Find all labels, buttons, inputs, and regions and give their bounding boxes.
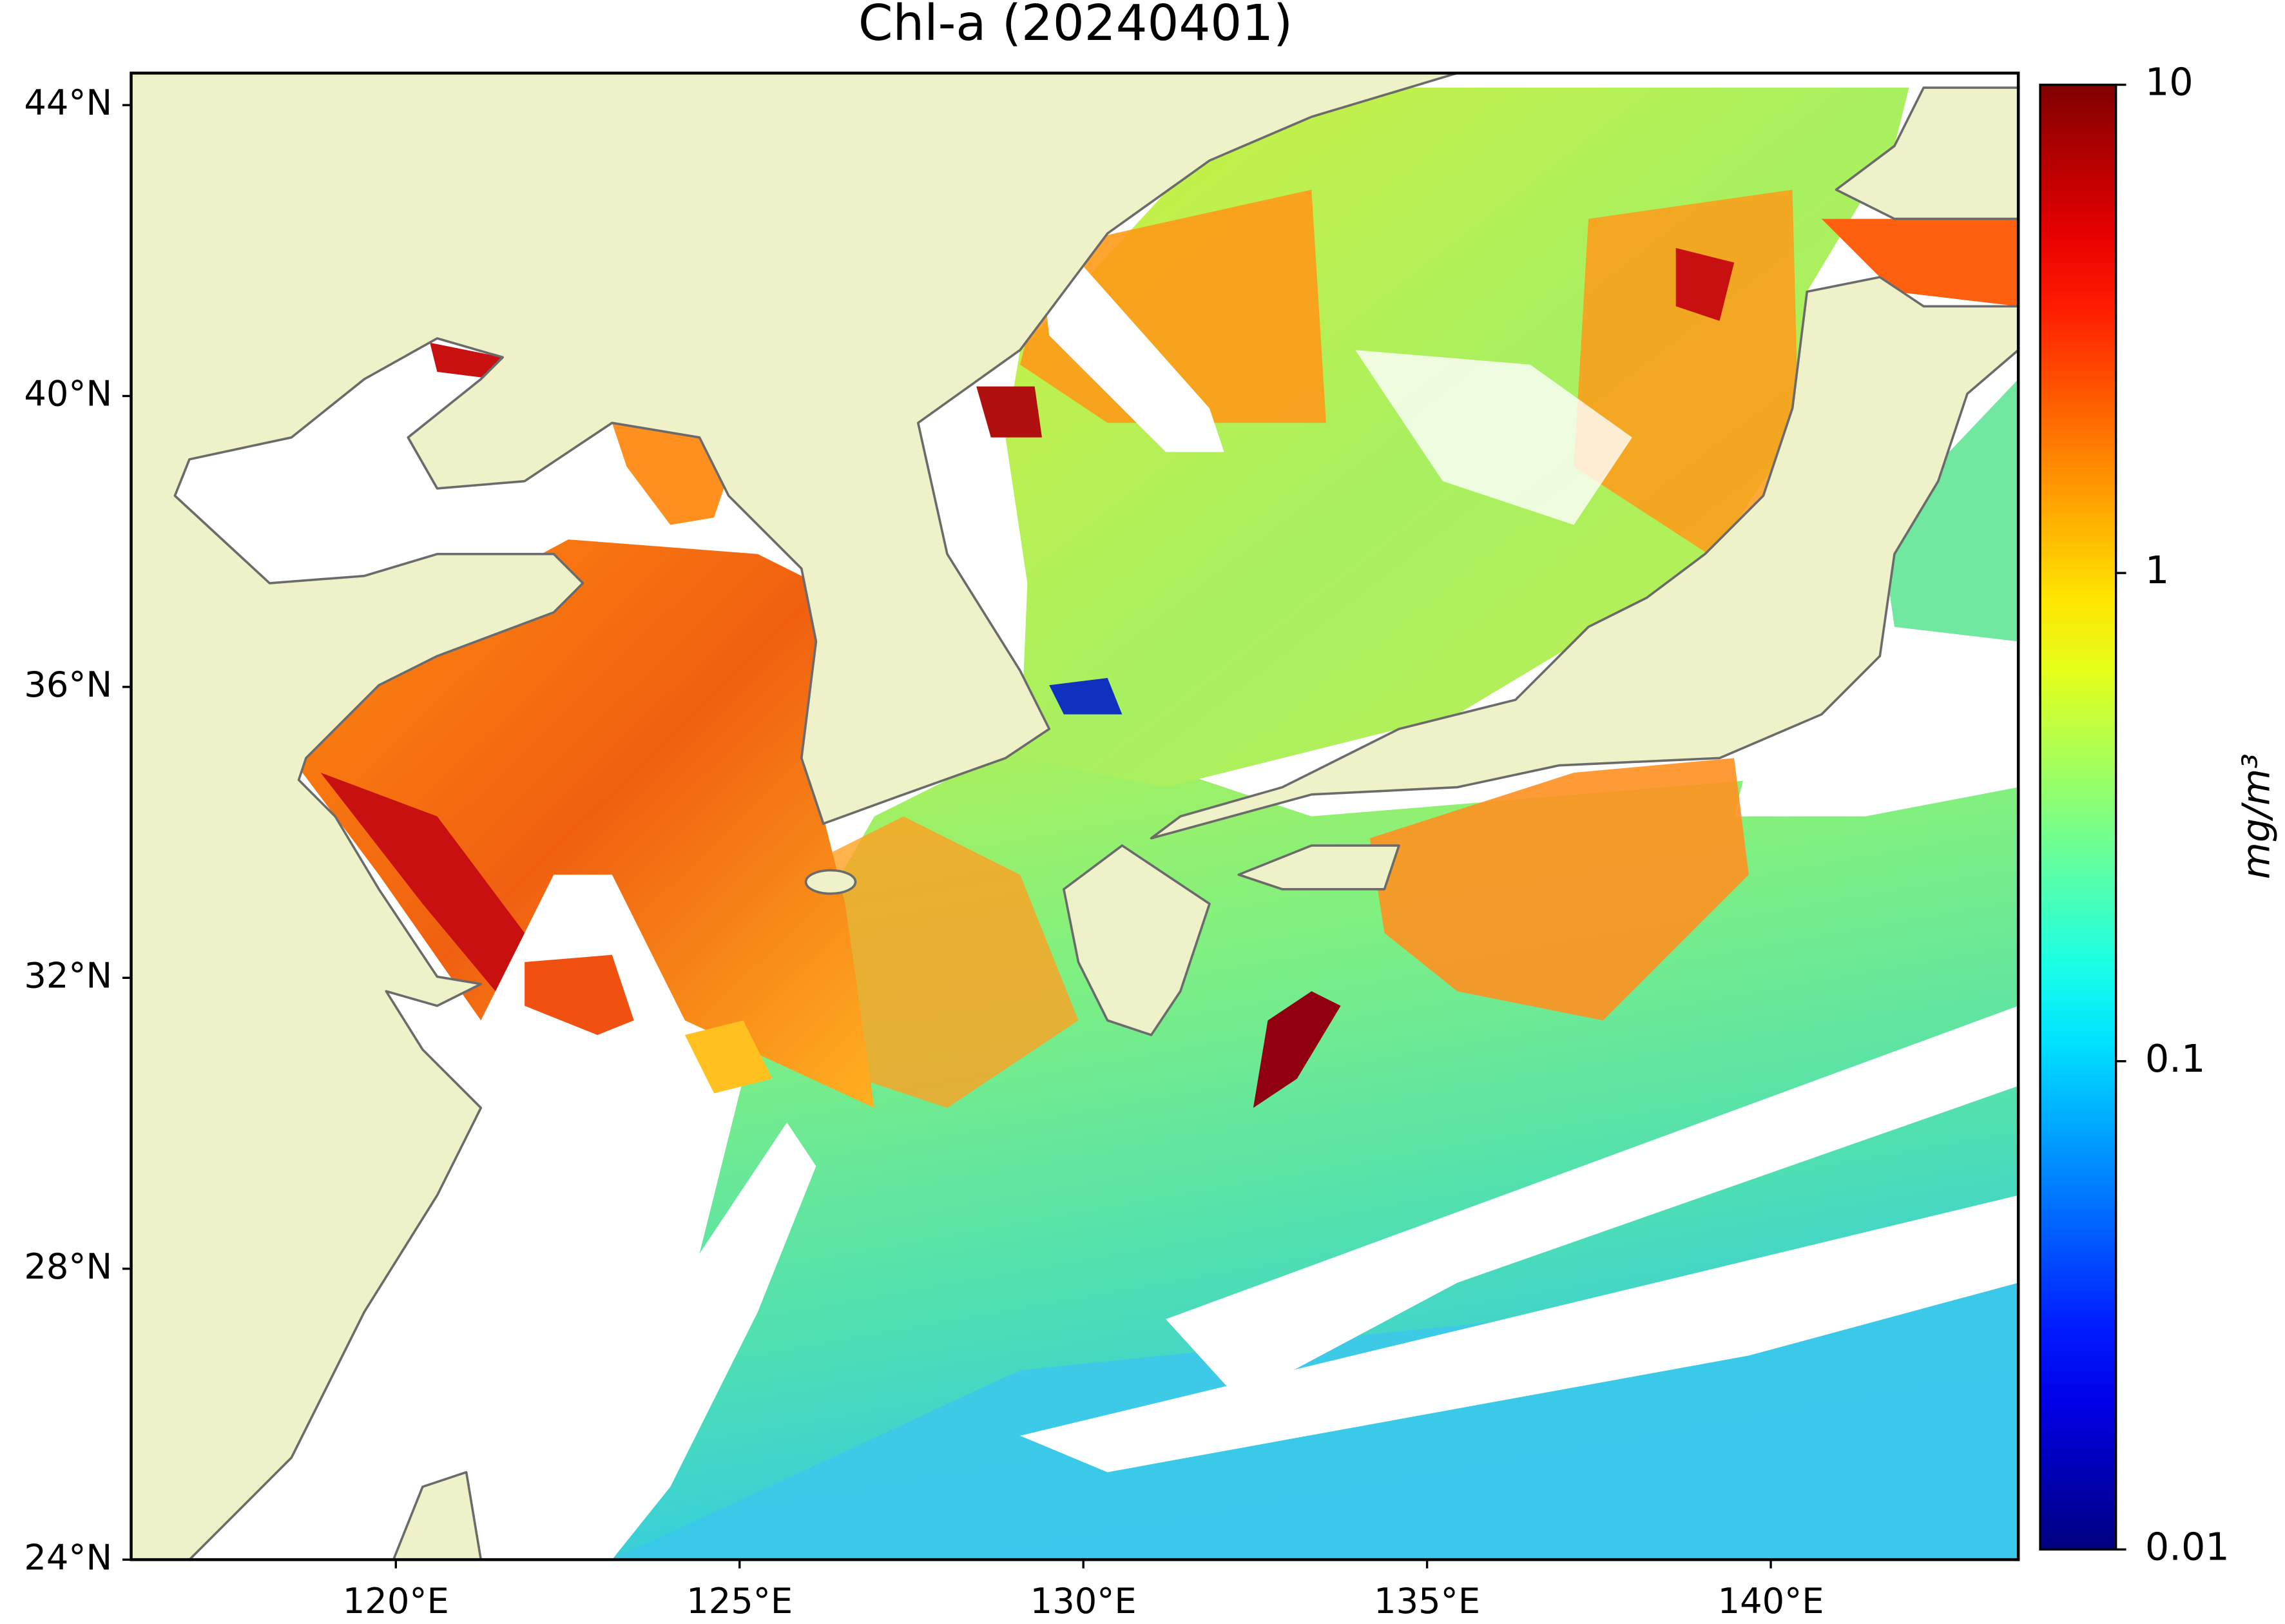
colorbar-tick-label: 0.01 — [2145, 1524, 2230, 1569]
ocean-chl-high — [1253, 991, 1341, 1108]
land-taiwan — [392, 1471, 483, 1560]
colorbar-tick-label: 0.1 — [2145, 1036, 2205, 1081]
land-shikoku — [1237, 844, 1400, 891]
y-tick-label: 44°N — [24, 82, 112, 123]
x-tick-label: 120°E — [343, 1581, 449, 1621]
map-title: Chl-a (20240401) — [858, 0, 1293, 52]
cloud — [1034, 211, 1224, 452]
y-tick-label: 24°N — [24, 1537, 112, 1578]
cloud — [1020, 1195, 2019, 1473]
map-frame — [130, 72, 2020, 1561]
x-tick-label: 135°E — [1374, 1581, 1480, 1621]
y-tick-label: 40°N — [24, 374, 112, 414]
colorbar — [2039, 83, 2117, 1551]
land-kyushu — [1063, 844, 1211, 1036]
y-tick-label: 36°N — [24, 664, 112, 705]
ocean-chl — [1880, 379, 2019, 642]
colorbar-tick-label: 1 — [2145, 548, 2169, 592]
ocean-chl-high — [1821, 218, 2019, 307]
land-jeju — [804, 869, 857, 895]
y-tick-label: 28°N — [24, 1246, 112, 1287]
land-continent — [131, 73, 1459, 1560]
cloud — [1166, 1005, 2019, 1400]
map-area — [131, 73, 2019, 1560]
ocean-chl-high — [684, 1020, 773, 1094]
ocean-chl-high — [320, 772, 525, 992]
land-honshu — [1150, 276, 2019, 840]
colorbar-tick-label: 10 — [2145, 60, 2193, 104]
ocean-chl-high — [291, 539, 874, 1108]
y-tick-label: 32°N — [24, 955, 112, 996]
cloud — [1355, 350, 1632, 525]
x-tick-label: 125°E — [686, 1581, 793, 1621]
cloud — [437, 1122, 816, 1560]
land-hokkaido — [1835, 86, 2019, 220]
x-tick-label: 140°E — [1718, 1581, 1824, 1621]
colorbar-label: mg/m³ — [2233, 753, 2278, 879]
x-tick-label: 130°E — [1030, 1581, 1137, 1621]
ocean-chl-high — [1574, 189, 1800, 562]
ocean-chl-high — [1675, 247, 1735, 321]
cloud — [1734, 641, 2019, 817]
ocean-chl-high — [976, 386, 1042, 438]
ocean-chl-high — [430, 342, 503, 380]
ocean-chl-low — [1049, 677, 1123, 715]
ocean-chl-high — [525, 954, 634, 1036]
ocean-chl-high — [1369, 758, 1749, 1021]
